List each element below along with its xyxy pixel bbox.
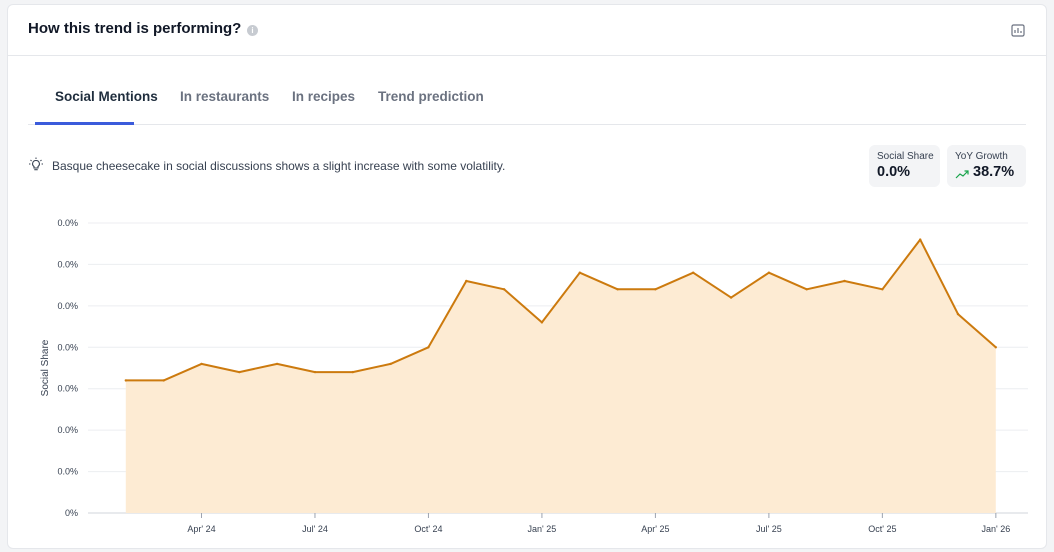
x-tick-label: Jan' 25 bbox=[528, 524, 557, 534]
data-point bbox=[200, 362, 203, 366]
data-point bbox=[313, 370, 317, 374]
data-point bbox=[654, 288, 657, 291]
tab-bar: Social Mentions In restaurants In recipe… bbox=[28, 79, 1026, 125]
insight-text: Basque cheesecake in social discussions … bbox=[52, 159, 506, 173]
trend-performance-card: How this trend is performing? i Social M… bbox=[7, 4, 1047, 549]
y-tick-label: 0.0% bbox=[57, 259, 78, 269]
x-tick-label: Jul' 24 bbox=[302, 524, 328, 534]
card-header: How this trend is performing? i bbox=[8, 5, 1046, 56]
active-tab-indicator bbox=[35, 122, 134, 125]
data-point bbox=[427, 346, 430, 349]
yoy-growth-value: 38.7% bbox=[973, 164, 1015, 180]
x-tick-label: Oct' 24 bbox=[414, 524, 442, 534]
yoy-growth-label: YoY Growth bbox=[955, 151, 1008, 162]
card-title: How this trend is performing? bbox=[28, 20, 242, 37]
data-point bbox=[238, 370, 241, 374]
data-point bbox=[919, 238, 922, 241]
x-tick-label: Jul' 25 bbox=[756, 524, 782, 534]
series-area bbox=[125, 239, 996, 513]
y-tick-label: 0% bbox=[65, 508, 78, 518]
data-point bbox=[692, 271, 695, 274]
data-point bbox=[275, 362, 279, 366]
x-tick-label: Oct' 25 bbox=[868, 524, 896, 534]
y-tick-label: 0.0% bbox=[57, 467, 78, 477]
chart-export-icon[interactable] bbox=[1010, 22, 1026, 38]
tab-in-restaurants[interactable]: In restaurants bbox=[180, 89, 270, 104]
data-point bbox=[956, 312, 960, 316]
data-point bbox=[805, 288, 808, 291]
tab-in-recipes[interactable]: In recipes bbox=[292, 89, 356, 104]
lightbulb-icon bbox=[29, 157, 43, 171]
x-tick-label: Apr' 25 bbox=[641, 524, 669, 534]
y-axis-title: Social Share bbox=[40, 339, 51, 396]
data-point bbox=[616, 288, 619, 291]
tab-trend-prediction[interactable]: Trend prediction bbox=[378, 89, 484, 104]
data-point bbox=[767, 271, 771, 274]
series-line bbox=[125, 238, 997, 382]
tab-social-mentions[interactable]: Social Mentions bbox=[55, 89, 158, 104]
y-tick-label: 0.0% bbox=[57, 384, 78, 394]
data-point bbox=[502, 288, 506, 291]
trend-up-icon bbox=[955, 170, 969, 179]
data-point bbox=[881, 288, 884, 291]
data-point bbox=[124, 379, 128, 382]
data-point bbox=[994, 346, 997, 349]
yoy-growth-metric: YoY Growth 38.7% bbox=[947, 145, 1026, 187]
y-tick-label: 0.0% bbox=[57, 301, 78, 311]
social-share-chart: 0% 0.0% 0.0% 0.0% 0.0% 0.0% 0.0% 0.0% Social Sha… bbox=[40, 218, 1028, 534]
y-tick-label: 0.0% bbox=[57, 218, 78, 228]
data-point bbox=[843, 279, 846, 283]
data-point bbox=[162, 379, 165, 382]
y-tick-label: 0.0% bbox=[57, 342, 78, 352]
x-tick-label: Jan' 26 bbox=[981, 524, 1010, 534]
data-point bbox=[540, 321, 544, 324]
data-point bbox=[465, 279, 468, 283]
social-share-value: 0.0% bbox=[877, 164, 911, 180]
info-icon[interactable]: i bbox=[247, 25, 258, 36]
data-point bbox=[578, 271, 581, 274]
data-point bbox=[729, 296, 733, 299]
data-point bbox=[351, 370, 354, 374]
social-share-metric: Social Share 0.0% bbox=[869, 145, 940, 187]
social-share-label: Social Share bbox=[877, 151, 934, 162]
y-tick-label: 0.0% bbox=[57, 425, 78, 435]
x-tick-label: Apr' 24 bbox=[187, 524, 215, 534]
data-point bbox=[389, 362, 392, 366]
